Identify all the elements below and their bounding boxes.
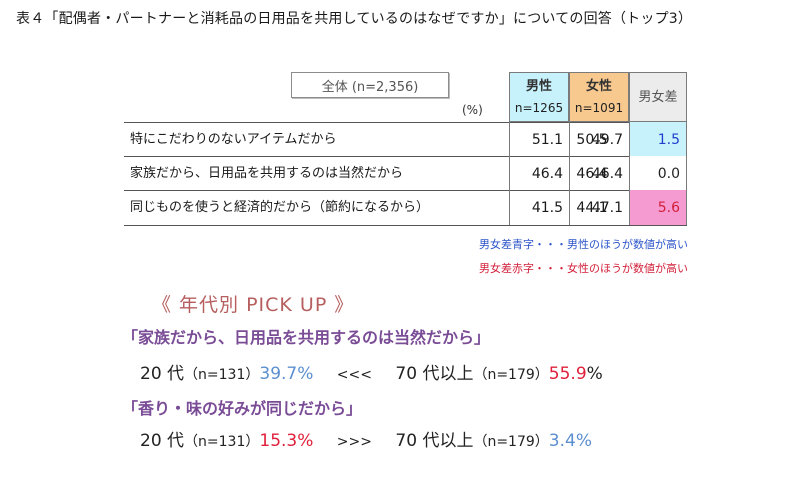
row-question: 特にこだわりのないアイテムだから: [130, 132, 337, 147]
table-row: 同じものを使うと経済的だから（節約になるから） 44.1 41.5 47.1 5…: [124, 190, 687, 226]
row-female-value: 46.4: [569, 156, 629, 191]
overall-sample-label: 全体 (n=2,356): [291, 72, 449, 98]
group-b-n: （n=179）: [473, 434, 549, 450]
pickup-question: 「家族だから、日用品を共用するのは当然だから」: [122, 328, 491, 347]
row-gender-gap: 1.5: [629, 122, 687, 157]
group-b-label: 70 代以上: [395, 431, 474, 451]
group-b-n: （n=179）: [473, 367, 549, 383]
header-female-label: 女性: [585, 78, 612, 94]
row-question: 同じものを使うと経済的だから（節約になるから）: [130, 200, 430, 215]
group-a-label: 20 代: [140, 364, 185, 384]
table-rule: [124, 122, 687, 123]
table-rule: [124, 225, 687, 226]
table-rule: [124, 190, 687, 191]
group-b-value-suffix: %: [586, 364, 603, 384]
table-rule: [124, 156, 687, 157]
row-total: 46.4: [576, 166, 608, 182]
group-a-n: （n=131）: [184, 367, 260, 383]
pickup-comparison: 20 代（n=131）15.3% >>> 70 代以上（n=179）3.4%: [140, 426, 592, 451]
unit-label: (%): [462, 103, 483, 117]
comparison-operator: >>>: [336, 434, 372, 450]
table-row: 家族だから、日用品を共用するのは当然だから 46.4 46.4 46.4 0.0: [124, 156, 687, 192]
row-female-value: 47.1: [569, 190, 629, 225]
row-male-value: 51.1: [509, 122, 569, 157]
row-gender-gap: 0.0: [629, 156, 687, 191]
group-a-value: 15.3%: [259, 431, 314, 451]
group-b-label: 70 代以上: [395, 364, 474, 384]
header-male-n: n=1265: [514, 100, 564, 115]
row-male-value: 46.4: [509, 156, 569, 191]
header-gender-gap-label: 男女差: [638, 89, 678, 105]
pickup-heading: 《 年代別 PICK UP 》: [152, 294, 355, 316]
header-female: 女性 n=1091: [569, 72, 629, 122]
group-a-n: （n=131）: [184, 434, 260, 450]
row-question: 家族だから、日用品を共用するのは当然だから: [130, 166, 404, 181]
row-female-value: 49.7: [569, 122, 629, 157]
row-male-value: 41.5: [509, 190, 569, 225]
header-female-n: n=1091: [574, 100, 624, 115]
group-a-value: 39.7%: [259, 364, 314, 384]
row-total: 44.1: [576, 200, 608, 216]
header-gender-gap: 男女差: [629, 72, 687, 122]
header-male: 男性 n=1265: [509, 72, 569, 122]
comparison-operator: <<<: [336, 367, 372, 383]
pickup-question: 「香り・味の好みが同じだから」: [122, 399, 363, 418]
legend-note-red: 男女差赤字・・・女性のほうが数値が高い: [479, 262, 688, 275]
legend-note-blue: 男女差青字・・・男性のほうが数値が高い: [479, 238, 688, 251]
document-title: 表４「配偶者・パートナーと消耗品の日用品を共用しているのはなぜですか」についての…: [16, 11, 693, 27]
table-row: 特にこだわりのないアイテムだから 50.5 51.1 49.7 1.5: [124, 122, 687, 158]
row-total: 50.5: [576, 132, 608, 148]
group-b-value: 55.9: [548, 364, 587, 384]
pickup-comparison: 20 代（n=131）39.7% <<< 70 代以上（n=179）55.9%: [140, 359, 603, 384]
group-a-label: 20 代: [140, 431, 185, 451]
header-male-label: 男性: [525, 78, 552, 94]
row-gender-gap: 5.6: [629, 190, 687, 225]
group-b-value: 3.4%: [548, 431, 592, 451]
